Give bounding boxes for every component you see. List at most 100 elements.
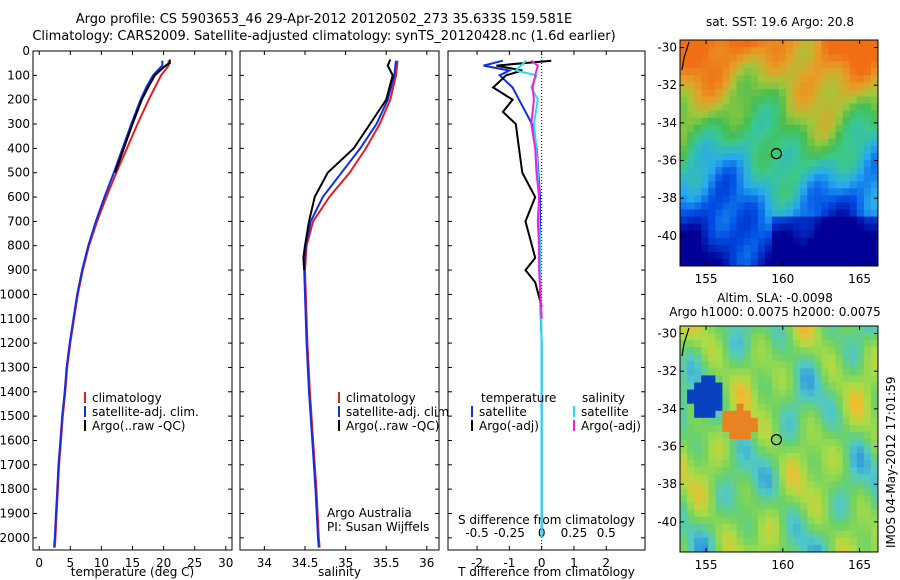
map-cell [835,167,844,175]
map-cell [821,368,830,377]
map-cell [835,96,844,105]
map-cell [764,453,773,461]
map-cell [771,195,780,204]
map-cell [786,251,794,260]
map-cell [786,537,794,546]
depth-tick-label: 100 [7,68,30,82]
map-cell [870,216,878,225]
map-cell [779,333,787,341]
map-cell [729,375,738,384]
map-cell [743,47,752,55]
map-cell [793,216,801,225]
map-cell [835,530,844,539]
map-cell [736,89,745,98]
map-cell [750,82,759,91]
map-cell [750,138,759,147]
map-cell [708,209,716,218]
map-cell [856,89,865,98]
map-cell [757,495,766,504]
map-cell [750,103,759,112]
lon-tick-label: 160 [771,558,794,572]
map-cell [821,424,830,433]
map-cell [779,495,787,504]
map-cell [821,340,830,348]
map-cell [708,230,716,239]
map-cell [680,167,688,175]
map-cell [736,326,745,334]
map-cell [722,216,731,225]
map-cell [680,382,688,391]
map-cell [694,361,702,369]
map-cell [687,110,695,119]
map-cell [821,174,830,182]
map-cell [715,153,724,161]
map-cell [870,251,878,260]
map-cell [701,61,709,69]
map-cell [807,460,815,468]
depth-tick-label: 600 [7,190,30,204]
map-cell [764,202,773,211]
map-cell [680,89,688,98]
map-cell [828,396,837,405]
map-cell [715,40,724,48]
map-cell [764,439,773,447]
map-cell [722,131,731,140]
map-cell [856,509,865,518]
map-cell [835,244,844,253]
map-cell [750,333,759,341]
map-cell [729,382,738,391]
map-cell [764,174,773,182]
map-cell [835,403,844,412]
map-cell [729,82,738,91]
map-cell [807,502,815,511]
map-cell [764,40,773,48]
map-cell [793,230,801,239]
map-cell [870,138,878,147]
map-cell [694,326,702,334]
map-cell [757,410,766,419]
map-cell [771,467,780,475]
map-cell [680,40,688,48]
map-cell [856,188,865,196]
map-cell [849,167,858,175]
map-cell [786,124,794,133]
map-cell [715,481,724,490]
map-cell [800,96,808,105]
map-cell [680,544,688,552]
map-cell [786,160,794,168]
map-cell [722,530,731,539]
map-cell [771,40,780,48]
map-cell [863,439,872,447]
map-cell [786,174,794,182]
map-cell [680,354,688,362]
map-cell [849,209,858,218]
map-cell [779,474,787,482]
map-cell [828,389,837,398]
map-cell [856,523,865,532]
map-cell [764,103,773,112]
map-cell [687,216,695,225]
map-cell [736,509,745,518]
map-cell [694,446,702,454]
map-cell [743,340,752,348]
map-cell [771,96,780,105]
map-cell [828,188,837,196]
map-cell [722,230,731,239]
map-cell [694,523,702,532]
map-cell [856,160,865,168]
map-cell [680,488,688,497]
map-cell [729,431,738,440]
map-cell [793,488,801,497]
map-cell [842,396,851,405]
map-cell [800,244,808,253]
map-cell [750,382,759,391]
map-cell [870,544,878,552]
map-cell [736,167,745,175]
map-cell [835,258,844,266]
map-image [680,40,878,266]
map-cell [849,488,858,497]
map-cell [680,47,688,55]
map-cell [729,124,738,133]
map-cell [750,446,759,454]
map-cell [849,446,858,454]
